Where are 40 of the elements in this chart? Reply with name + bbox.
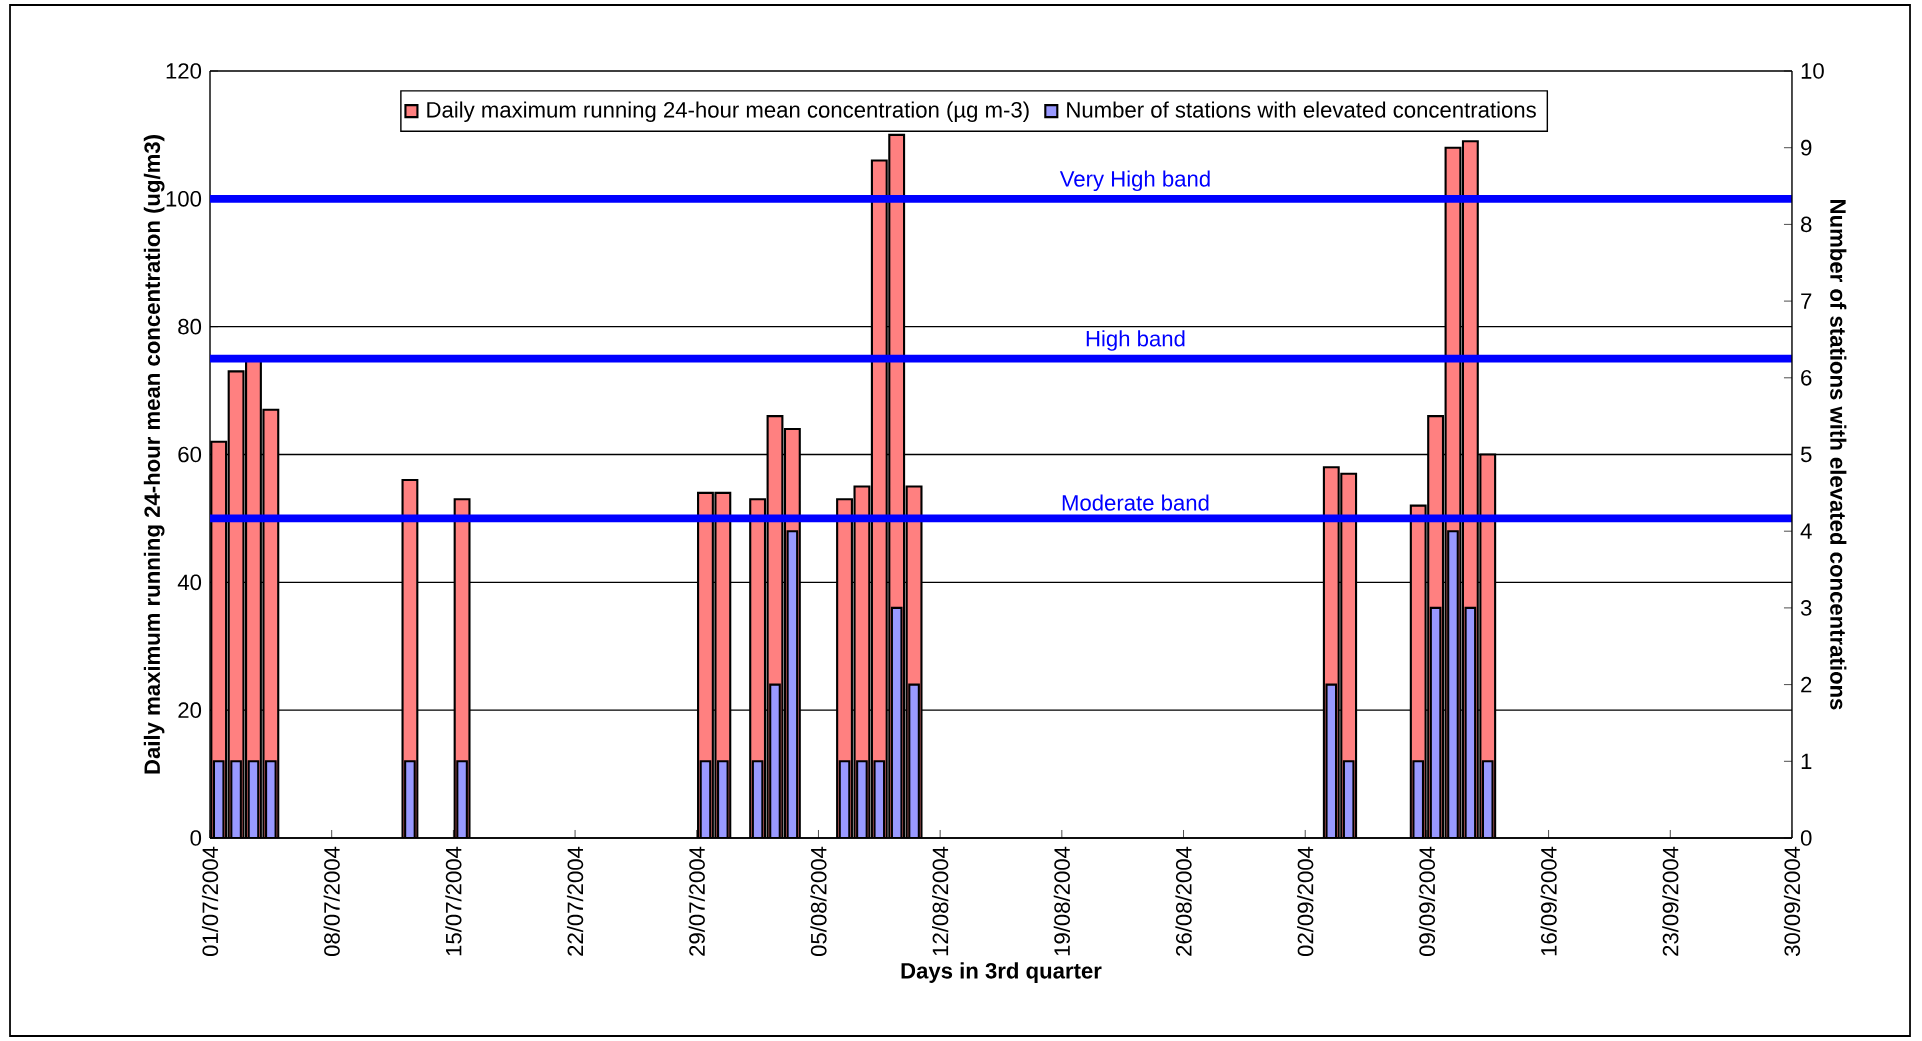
x-axis-title: Days in 3rd quarter — [901, 962, 1102, 983]
y2-tick-label: 4 — [1800, 523, 1812, 539]
y2-tick-label: 0 — [1800, 830, 1812, 846]
ref-line-label: Moderate band — [1062, 494, 1209, 511]
y-tick-label: 20 — [178, 702, 202, 719]
y2-tick-label: 10 — [1801, 63, 1824, 79]
y-tick-label: 0 — [190, 830, 202, 846]
x-tick-label: 01/07/2004 — [201, 846, 219, 957]
y2-tick-label: 1 — [1801, 753, 1812, 769]
x-tick-label: 15/07/2004 — [445, 846, 462, 956]
y2-tick-label: 6 — [1801, 369, 1812, 386]
x-tick-label: 02/09/2004 — [1297, 846, 1314, 957]
x-tick-label: 12/08/2004 — [932, 846, 949, 956]
x-tick-label: 08/07/2004 — [323, 846, 340, 957]
y-tick-label: 120 — [166, 63, 202, 79]
x-tick-label: 23/09/2004 — [1662, 846, 1679, 956]
x-tick-label: 09/09/2004 — [1418, 846, 1436, 957]
ref-line-label: Very High band — [1059, 170, 1210, 192]
x-tick-label: 05/08/2004 — [810, 846, 827, 957]
x-tick-label: 19/08/2004 — [1053, 846, 1070, 956]
y2-tick-label: 7 — [1801, 293, 1812, 309]
y-tick-label: 40 — [177, 574, 202, 591]
y2-tick-label: 8 — [1801, 216, 1812, 233]
y-tick-label: 80 — [178, 318, 202, 335]
y2-tick-label: 2 — [1801, 676, 1812, 693]
y-tick-label: 100 — [166, 190, 202, 207]
y-axis-title: Daily maximum running 24-hour mean concentration (ug/m3) — [143, 135, 165, 774]
x-tick-label: 16/09/2004 — [1540, 846, 1557, 956]
y2-axis-title: Number of stations with elevated concentrations — [1830, 200, 1847, 710]
ref-line-label: High band — [1086, 330, 1185, 351]
x-tick-label: 29/07/2004 — [688, 846, 705, 956]
legend-label: Number of stations with elevated concentrations — [1067, 101, 1536, 118]
y-tick-label: 60 — [178, 446, 202, 463]
x-tick-label: 30/09/2004 — [1783, 846, 1801, 957]
x-tick-label: 22/07/2004 — [566, 846, 584, 956]
y2-tick-label: 3 — [1800, 600, 1812, 616]
legend-label: Daily maximum running 24-hour mean concentration (µg m-3) — [427, 101, 1029, 123]
x-tick-label: 26/08/2004 — [1175, 846, 1192, 956]
y2-tick-label: 9 — [1801, 139, 1812, 156]
y2-tick-label: 5 — [1800, 446, 1812, 463]
